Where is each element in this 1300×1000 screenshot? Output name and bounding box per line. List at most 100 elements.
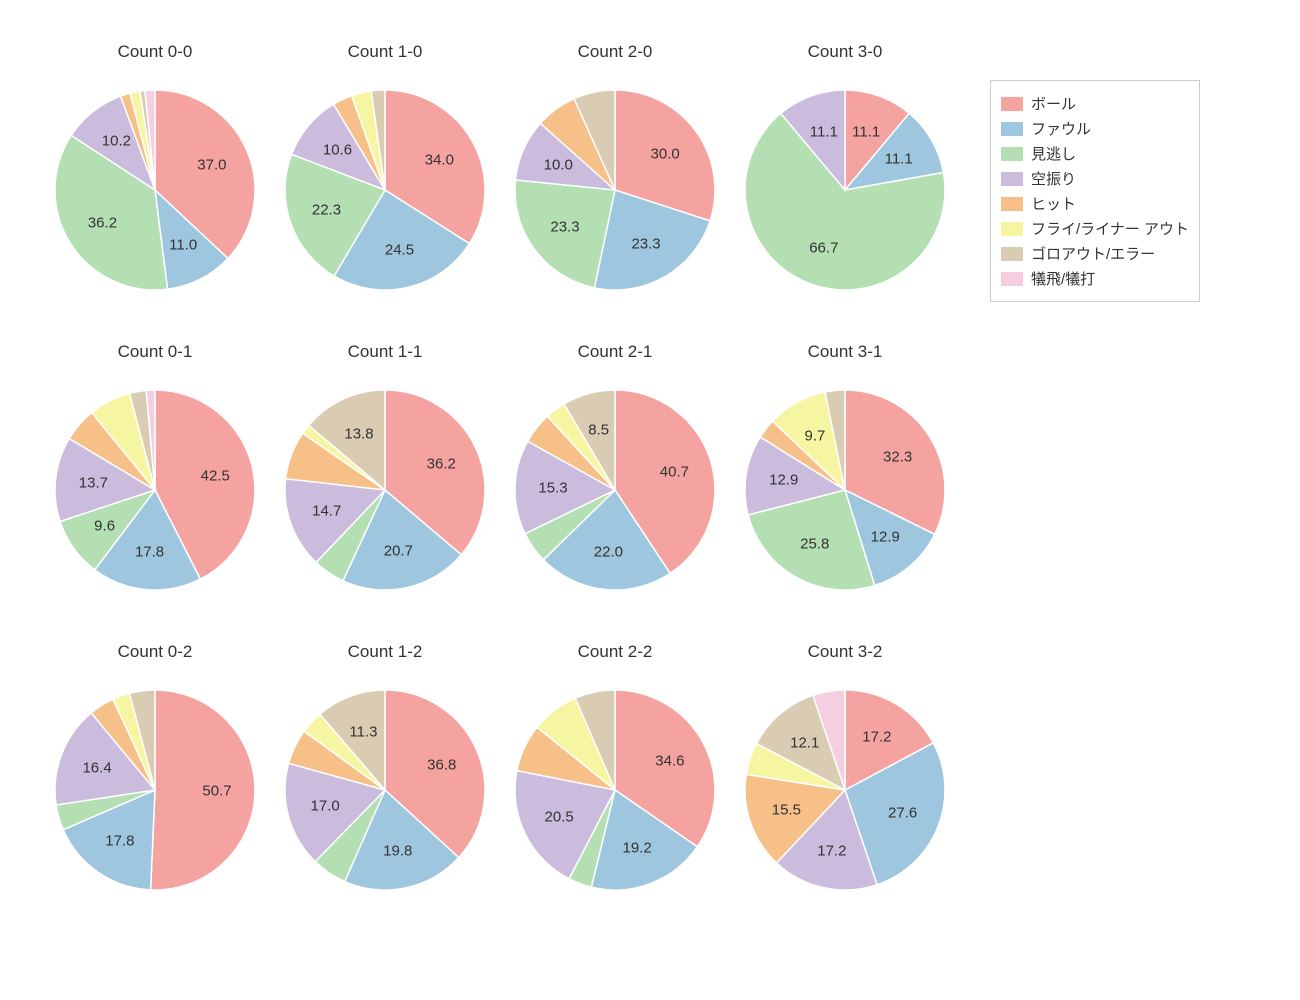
legend-item: ボール: [1001, 93, 1189, 114]
pie-slice-label: 34.6: [655, 753, 684, 770]
pie-svg: [500, 70, 730, 330]
pie-chart: Count 3-132.312.925.812.99.7: [730, 370, 960, 630]
figure: Count 0-0 37.0 11.0 36.2 10.2 Count 1-0 34.0 24…: [0, 0, 1300, 1000]
pie-slice-label: 14.7: [312, 503, 341, 520]
pie-slice-label: 40.7: [660, 464, 689, 481]
legend-item: ヒット: [1001, 193, 1189, 214]
pie-slice-label: 23.3: [550, 218, 579, 235]
pie-chart: Count 1-034.024.522.310.6: [270, 70, 500, 330]
pie-slice-label: 10.2: [102, 133, 131, 150]
legend-label: 見逃し: [1031, 143, 1076, 164]
chart-title: Count 3-1: [730, 342, 960, 362]
pie-slice-label: 16.4: [82, 759, 111, 776]
legend-swatch: [1001, 197, 1023, 211]
legend-swatch: [1001, 222, 1023, 236]
pie-slice-label: 9.7: [805, 427, 826, 444]
pie-slice-label: 11.0: [169, 237, 197, 254]
pie-chart: Count 2-234.619.220.5: [500, 670, 730, 930]
pie-chart: Count 3-011.111.166.711.1: [730, 70, 960, 330]
pie-svg: [270, 70, 500, 330]
legend-swatch: [1001, 97, 1023, 111]
legend-label: ボール: [1031, 93, 1076, 114]
legend-item: ゴロアウト/エラー: [1001, 243, 1189, 264]
pie-slice-label: 36.2: [427, 455, 456, 472]
pie-chart: Count 0-037.011.036.210.2: [40, 70, 270, 330]
pie-slice-label: 13.8: [344, 425, 373, 442]
legend-swatch: [1001, 247, 1023, 261]
chart-title: Count 0-2: [40, 642, 270, 662]
pie-slice-label: 20.5: [545, 808, 574, 825]
pie-slice-label: 37.0: [197, 157, 226, 174]
pie-slice-label: 42.5: [201, 467, 230, 484]
pie-slice-label: 17.8: [105, 833, 134, 850]
pie-chart: Count 0-250.717.816.4: [40, 670, 270, 930]
pie-slice-label: 11.1: [852, 123, 880, 140]
pie-chart: Count 1-236.819.817.011.3: [270, 670, 500, 930]
legend-label: ファウル: [1031, 118, 1091, 139]
pie-slice-label: 9.6: [94, 518, 115, 535]
pie-slice-label: 27.6: [888, 804, 917, 821]
pie-svg: [40, 70, 270, 330]
pie-slice-label: 15.3: [538, 480, 567, 497]
pie-svg: [500, 670, 730, 930]
pie-svg: [40, 670, 270, 930]
legend-item: 空振り: [1001, 168, 1189, 189]
pie-slice-label: 66.7: [809, 240, 838, 257]
pie-slice-label: 12.9: [871, 529, 900, 546]
chart-title: Count 2-2: [500, 642, 730, 662]
chart-title: Count 0-0: [40, 42, 270, 62]
pie-slice-label: 50.7: [202, 783, 231, 800]
pie-chart: Count 3-217.227.617.215.512.1: [730, 670, 960, 930]
pie-slice-label: 34.0: [425, 152, 454, 169]
pie-slice-label: 20.7: [384, 542, 413, 559]
chart-title: Count 1-0: [270, 42, 500, 62]
legend-item: 見逃し: [1001, 143, 1189, 164]
pie-svg: [270, 370, 500, 630]
pie-slice-label: 36.8: [427, 757, 456, 774]
pie-slice-label: 25.8: [800, 536, 829, 553]
pie-slice-label: 10.6: [323, 142, 352, 159]
pie-svg: [730, 70, 960, 330]
pie-slice-label: 10.0: [544, 157, 573, 174]
chart-title: Count 1-1: [270, 342, 500, 362]
chart-title: Count 3-0: [730, 42, 960, 62]
legend-label: 犠飛/犠打: [1031, 268, 1095, 289]
pie-slice-label: 11.3: [349, 723, 377, 740]
pie-svg: [730, 370, 960, 630]
pie-slice-label: 30.0: [651, 145, 680, 162]
legend-swatch: [1001, 172, 1023, 186]
pie-slice-label: 17.0: [311, 798, 340, 815]
pie-slice-label: 17.8: [135, 543, 164, 560]
pie-slice-label: 17.2: [817, 842, 846, 859]
legend-label: ヒット: [1031, 193, 1076, 214]
legend: ボールファウル見逃し空振りヒットフライ/ライナー アウトゴロアウト/エラー犠飛/…: [990, 80, 1200, 302]
pie-svg: [730, 670, 960, 930]
pie-slice-label: 11.1: [810, 123, 838, 140]
pie-slice-label: 22.3: [312, 202, 341, 219]
legend-label: フライ/ライナー アウト: [1031, 218, 1189, 239]
chart-title: Count 2-1: [500, 342, 730, 362]
chart-title: Count 3-2: [730, 642, 960, 662]
pie-slice-label: 19.2: [622, 839, 651, 856]
legend-item: フライ/ライナー アウト: [1001, 218, 1189, 239]
pie-chart: Count 2-140.722.015.38.5: [500, 370, 730, 630]
pie-slice-label: 13.7: [79, 475, 108, 492]
chart-title: Count 2-0: [500, 42, 730, 62]
pie-slice-label: 17.2: [862, 728, 891, 745]
legend-swatch: [1001, 122, 1023, 136]
pie-slice-label: 15.5: [772, 802, 801, 819]
legend-item: 犠飛/犠打: [1001, 268, 1189, 289]
pie-svg: [40, 370, 270, 630]
legend-label: ゴロアウト/エラー: [1031, 243, 1155, 264]
pie-slice-label: 36.2: [88, 214, 117, 231]
pie-slice-label: 11.1: [885, 150, 913, 167]
legend-item: ファウル: [1001, 118, 1189, 139]
pie-svg: [500, 370, 730, 630]
pie-slice-label: 12.9: [769, 472, 798, 489]
pie-slice-label: 8.5: [588, 422, 609, 439]
legend-swatch: [1001, 272, 1023, 286]
pie-slice-label: 19.8: [383, 842, 412, 859]
pie-slice-label: 12.1: [790, 734, 819, 751]
pie-slice-label: 22.0: [594, 543, 623, 560]
pie-slice-label: 24.5: [385, 242, 414, 259]
